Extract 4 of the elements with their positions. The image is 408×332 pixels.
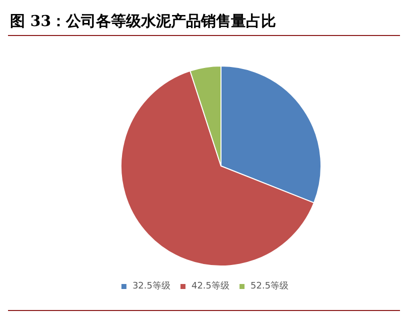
legend-label: 52.5等级 bbox=[250, 280, 289, 292]
legend-label: 32.5等级 bbox=[132, 280, 170, 292]
legend-label: 42.5等级 bbox=[191, 280, 230, 292]
title: 图 33：公司各等级水泥产品销售量占比 bbox=[8, 8, 400, 36]
